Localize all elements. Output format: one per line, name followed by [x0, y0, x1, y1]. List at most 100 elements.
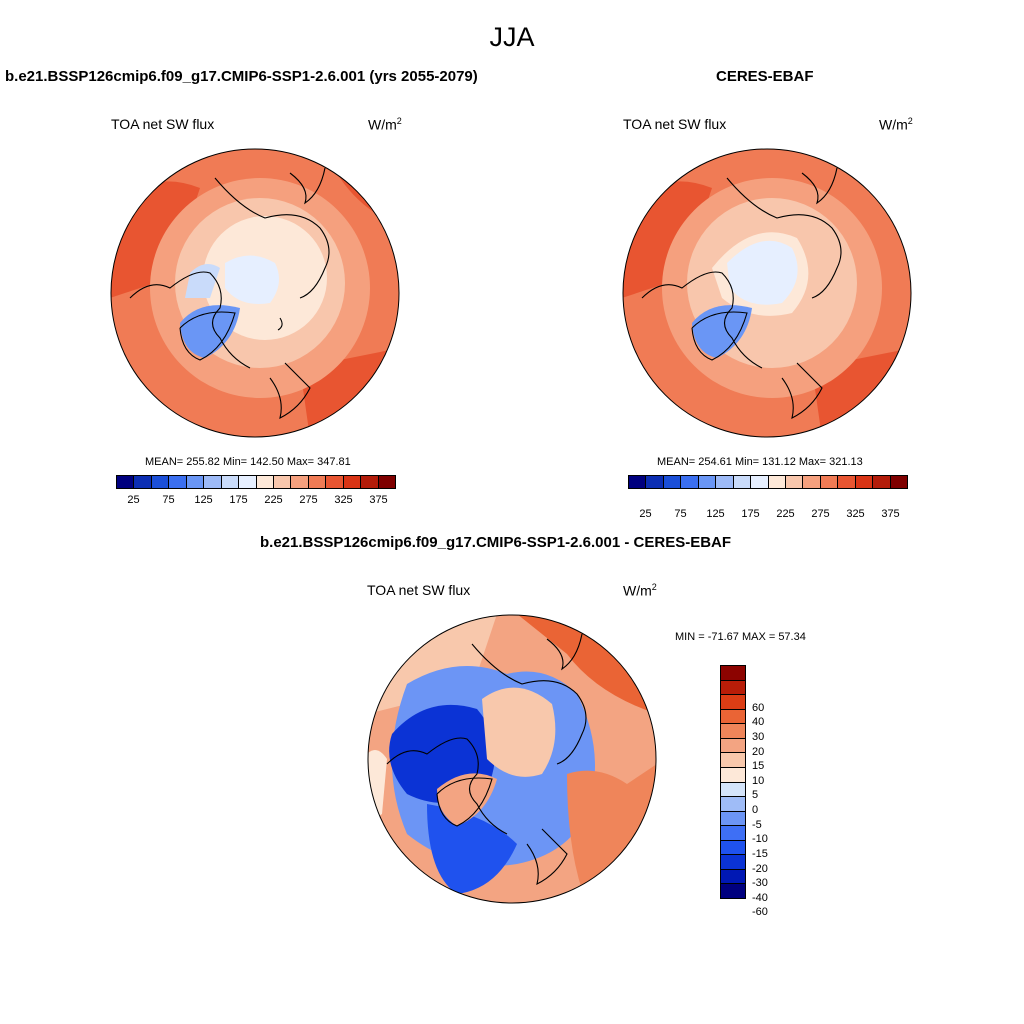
obs-polar-map: [622, 148, 912, 438]
colorbar-tick-label: 40: [752, 716, 765, 729]
colorbar-swatch: [721, 811, 745, 827]
colorbar-swatch: [721, 680, 745, 696]
colorbar-tick-label: 375: [369, 494, 388, 506]
obs-variable-label: TOA net SW flux: [623, 116, 727, 132]
colorbar-swatch: [721, 753, 745, 768]
colorbar-tick-label: 25: [639, 508, 652, 520]
diff-stats: MIN = -71.67 MAX = 57.34: [675, 631, 806, 643]
colorbar-tick-label: 325: [846, 508, 865, 520]
colorbar-swatch: [629, 476, 647, 488]
colorbar-tick-label: 25: [127, 494, 140, 506]
diff-colorbar-ticks: 60 40 30 20 15 10 5 0 -5 -10 -15 -20 -30 -40 -60: [752, 693, 792, 927]
colorbar-swatch: [221, 476, 240, 488]
colorbar-tick-label: 275: [299, 494, 318, 506]
colorbar-tick-label: 225: [264, 494, 283, 506]
colorbar-tick-label: 225: [776, 508, 795, 520]
colorbar-tick-label: 60: [752, 701, 765, 714]
model-panel-title: b.e21.BSSP126cmip6.f09_g17.CMIP6-SSP1-2.…: [5, 68, 478, 85]
colorbar-swatch: [785, 476, 804, 488]
colorbar-swatch: [890, 476, 907, 488]
colorbar-tick-label: -20: [752, 862, 768, 875]
colorbar-tick-label: 20: [752, 745, 765, 758]
colorbar-tick-label: 15: [752, 760, 765, 773]
colorbar-swatch: [186, 476, 205, 488]
colorbar-tick-label: 0: [752, 804, 759, 816]
colorbar-tick-label: -30: [752, 877, 768, 890]
colorbar-swatch: [663, 476, 682, 488]
model-colorbar: [116, 475, 396, 489]
colorbar-swatch: [117, 476, 135, 488]
colorbar-tick-label: 30: [752, 730, 765, 743]
colorbar-swatch: [721, 855, 745, 870]
model-units-label: W/m2: [368, 116, 402, 133]
model-variable-label: TOA net SW flux: [111, 116, 215, 132]
colorbar-swatch: [721, 840, 745, 856]
colorbar-tick-label: 75: [162, 494, 175, 506]
colorbar-swatch: [733, 476, 752, 488]
colorbar-swatch: [716, 476, 734, 488]
colorbar-swatch: [204, 476, 222, 488]
colorbar-swatch: [721, 709, 745, 725]
colorbar-swatch: [820, 476, 839, 488]
obs-panel-title: CERES-EBAF: [716, 68, 814, 85]
obs-stats: MEAN= 254.61 Min= 131.12 Max= 321.13: [657, 456, 863, 468]
colorbar-swatch: [646, 476, 664, 488]
colorbar-swatch: [239, 476, 257, 488]
colorbar-swatch: [721, 884, 745, 898]
colorbar-swatch: [721, 797, 745, 812]
colorbar-tick-label: 275: [811, 508, 830, 520]
colorbar-swatch: [256, 476, 274, 488]
colorbar-swatch: [721, 666, 745, 681]
colorbar-tick-label: 375: [881, 508, 900, 520]
colorbar-swatch: [361, 476, 379, 488]
colorbar-swatch: [838, 476, 856, 488]
colorbar-swatch: [291, 476, 309, 488]
colorbar-tick-label: 5: [752, 789, 759, 802]
colorbar-swatch: [721, 782, 745, 798]
colorbar-tick-label: -40: [752, 891, 768, 904]
colorbar-swatch: [326, 476, 344, 488]
diff-variable-label: TOA net SW flux: [367, 582, 471, 598]
colorbar-swatch: [751, 476, 769, 488]
colorbar-swatch: [768, 476, 786, 488]
colorbar-tick-label: 75: [674, 508, 687, 520]
colorbar-swatch: [343, 476, 362, 488]
obs-colorbar-ticks: 25 75 125 175 225 275 325 375: [628, 508, 908, 522]
colorbar-swatch: [681, 476, 699, 488]
colorbar-swatch: [721, 724, 745, 739]
colorbar-swatch: [721, 826, 745, 841]
colorbar-swatch: [721, 767, 745, 783]
colorbar-swatch: [273, 476, 292, 488]
diff-polar-map: [367, 614, 657, 904]
colorbar-swatch: [134, 476, 152, 488]
colorbar-swatch: [873, 476, 891, 488]
colorbar-swatch: [169, 476, 187, 488]
colorbar-tick-label: 125: [194, 494, 213, 506]
colorbar-tick-label: -15: [752, 847, 768, 860]
colorbar-swatch: [378, 476, 395, 488]
model-stats: MEAN= 255.82 Min= 142.50 Max= 347.81: [145, 456, 351, 468]
colorbar-tick-label: 175: [229, 494, 248, 506]
colorbar-swatch: [721, 738, 745, 754]
colorbar-tick-label: 175: [741, 508, 760, 520]
colorbar-tick-label: -10: [752, 833, 768, 846]
figure-title: JJA: [489, 22, 535, 52]
obs-units-label: W/m2: [879, 116, 913, 133]
colorbar-swatch: [721, 869, 745, 885]
colorbar-swatch: [308, 476, 327, 488]
model-colorbar-ticks: 25 75 125 175 225 275 325 375: [116, 494, 396, 508]
colorbar-tick-label: -60: [752, 906, 768, 919]
diff-colorbar: [720, 665, 746, 899]
colorbar-tick-label: 125: [706, 508, 725, 520]
colorbar-tick-label: 325: [334, 494, 353, 506]
colorbar-tick-label: -5: [752, 818, 762, 831]
obs-colorbar: [628, 475, 908, 489]
colorbar-swatch: [855, 476, 874, 488]
colorbar-swatch: [698, 476, 717, 488]
diff-panel-title: b.e21.BSSP126cmip6.f09_g17.CMIP6-SSP1-2.…: [260, 534, 732, 551]
model-polar-map: [110, 148, 400, 438]
diff-units-label: W/m2: [623, 582, 657, 599]
colorbar-swatch: [151, 476, 170, 488]
colorbar-swatch: [803, 476, 821, 488]
colorbar-swatch: [721, 695, 745, 710]
